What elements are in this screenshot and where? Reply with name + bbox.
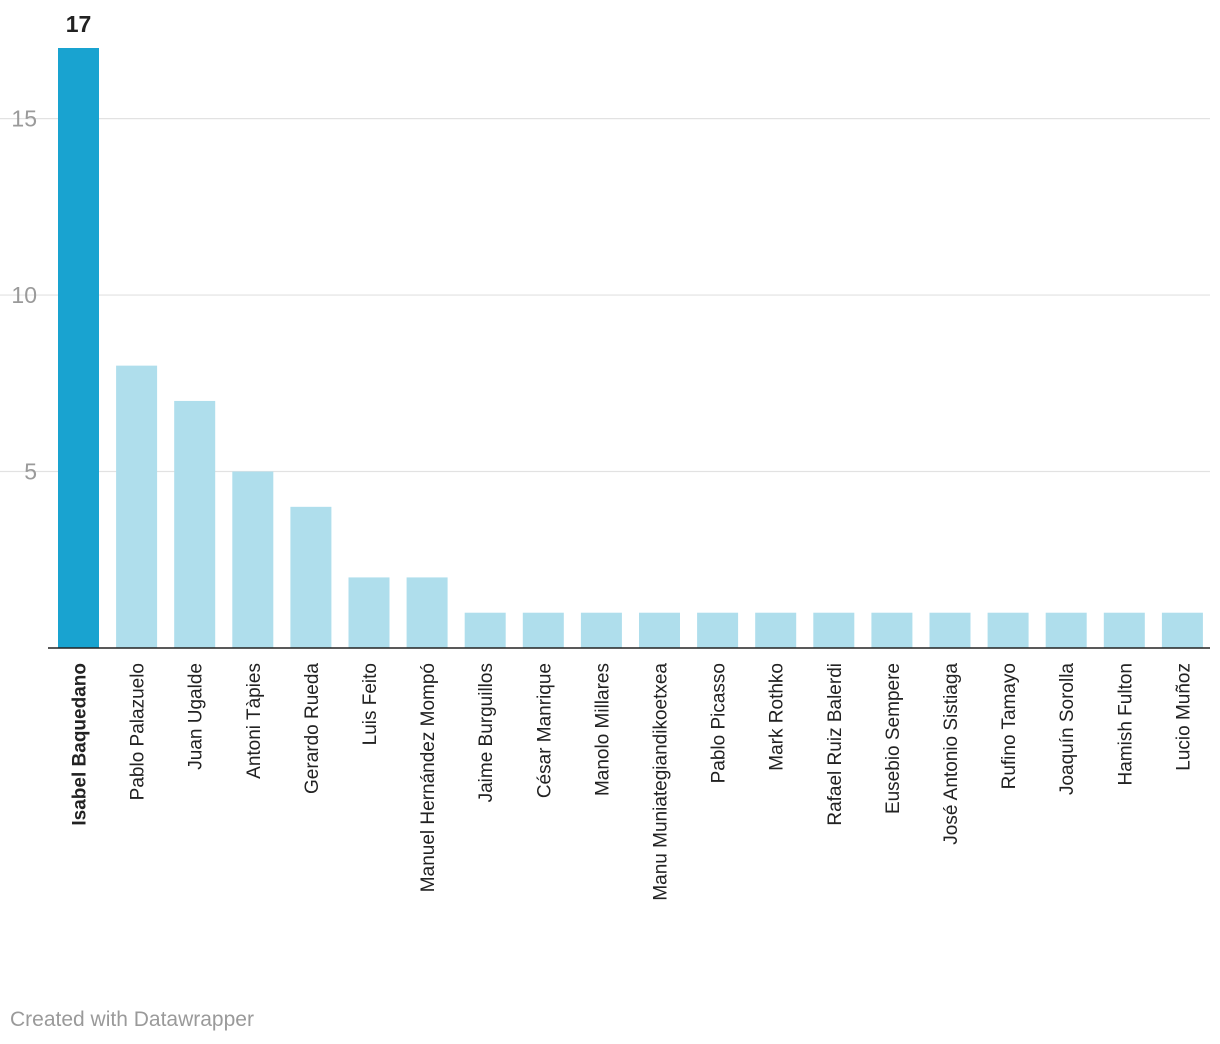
x-tick-label: Manuel Hernández Mompó	[418, 663, 439, 892]
y-tick-label: 15	[11, 106, 37, 132]
bar-lucio-mu-oz	[1161, 612, 1203, 648]
x-tick-label: Luis Feito	[360, 663, 381, 745]
bar-gerardo-rueda	[290, 506, 332, 648]
bar-manu-muniategiandikoetxea	[639, 612, 680, 648]
x-tick-label: Gerardo Rueda	[302, 663, 323, 794]
x-tick-label: José Antonio Sistiaga	[941, 663, 962, 845]
bar-eusebio-sempere	[871, 612, 913, 648]
bar-pablo-palazuelo	[116, 365, 158, 648]
x-tick-label: Juan Ugalde	[186, 663, 207, 770]
bar-isabel-baquedano	[58, 48, 99, 648]
bar-mark-rothko	[755, 612, 797, 648]
x-tick-label: Joaquín Sorolla	[1057, 663, 1078, 795]
x-tick-label: Eusebio Sempere	[883, 663, 904, 814]
x-tick-label: Lucio Muñoz	[1173, 663, 1194, 771]
x-tick-label: Manu Muniategiandikoetxea	[651, 663, 672, 901]
x-tick-label: Rufino Tamayo	[999, 663, 1020, 789]
bar-juan-ugalde	[174, 400, 216, 648]
x-tick-label: Mark Rothko	[767, 663, 788, 771]
bar-jaime-burguillos	[464, 612, 506, 648]
x-tick-label: Jaime Burguillos	[476, 663, 497, 802]
y-tick-label: 10	[11, 282, 37, 308]
bar-rufino-tamayo	[987, 612, 1029, 648]
bar-joaqu-n-sorolla	[1045, 612, 1087, 648]
bar-manolo-millares	[580, 612, 622, 648]
y-tick-label: 5	[24, 459, 37, 485]
x-tick-label: César Manrique	[534, 663, 555, 798]
x-tick-label: Manolo Millares	[592, 663, 613, 796]
x-tick-label: Pablo Palazuelo	[128, 663, 149, 800]
bar-luis-feito	[348, 577, 390, 648]
footer-credit: Created with Datawrapper	[10, 1008, 254, 1031]
x-tick-label: Pablo Picasso	[709, 663, 730, 783]
bar-c-sar-manrique	[522, 612, 564, 648]
x-tick-label: Isabel Baquedano	[70, 663, 91, 826]
bar-rafael-ruiz-balerdi	[813, 612, 855, 648]
data-label-highlight: 17	[66, 11, 92, 37]
x-tick-label: Rafael Ruiz Balerdi	[825, 663, 846, 826]
labels: 5 10 15 Isabel Baquedano 17 Pablo Palazuelo Ju…	[11, 11, 1194, 901]
bar-hamish-fulton	[1103, 612, 1145, 648]
bar-pablo-picasso	[697, 612, 739, 648]
bar-manuel-hern-ndez-momp-	[406, 577, 448, 648]
bars	[58, 48, 1203, 648]
bar-antoni-t-pies	[232, 471, 274, 648]
bar-jos-antonio-sistiaga	[929, 612, 971, 648]
x-tick-label: Antoni Tàpies	[244, 663, 265, 779]
x-tick-label: Hamish Fulton	[1115, 663, 1136, 786]
